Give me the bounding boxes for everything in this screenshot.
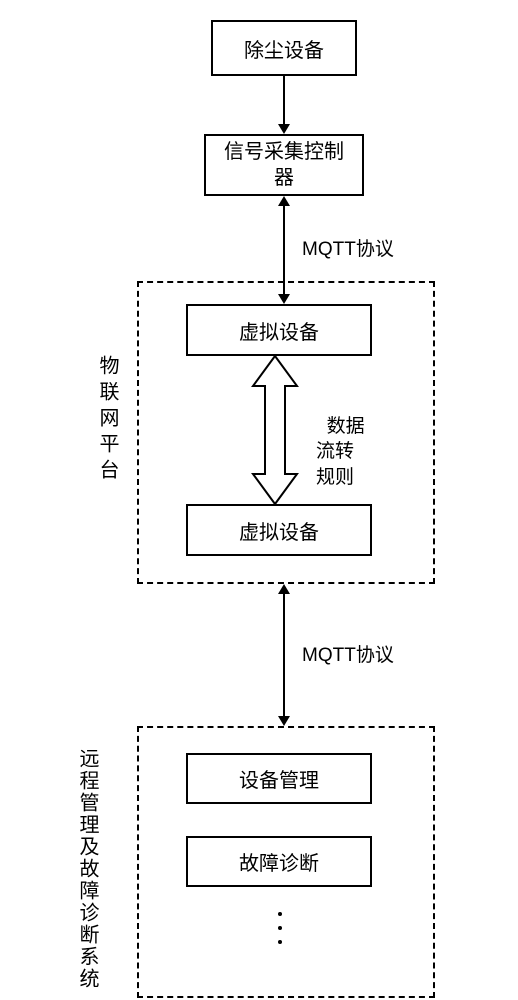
virtual-device-bottom-label: 虚拟设备 — [239, 516, 319, 545]
iot-platform-label: 物联网平台 — [93, 355, 122, 485]
signal-controller-box: 信号采集控制器 — [204, 134, 364, 196]
dataflow-arrow — [245, 356, 305, 504]
device-mgmt-box: 设备管理 — [186, 753, 372, 804]
arrow-dust-to-signal — [280, 76, 300, 134]
dust-device-box: 除尘设备 — [211, 20, 357, 76]
mqtt-label-1: MQTT协议 — [302, 234, 394, 261]
virtual-device-top-box: 虚拟设备 — [186, 304, 372, 356]
mqtt-label-2: MQTT协议 — [302, 640, 394, 667]
remote-system-label: 远程管理及故障诊断系统 — [74, 748, 126, 997]
fault-diag-box: 故障诊断 — [186, 836, 372, 887]
arrow-virtual-remote — [280, 584, 300, 726]
signal-controller-label: 信号采集控制器 — [224, 139, 344, 191]
dataflow-label: 数据流转规则 — [316, 388, 365, 491]
device-mgmt-label: 设备管理 — [239, 764, 319, 793]
fault-diag-label: 故障诊断 — [239, 847, 319, 876]
virtual-device-bottom-box: 虚拟设备 — [186, 504, 372, 556]
ellipsis-dots — [278, 912, 282, 944]
virtual-device-top-label: 虚拟设备 — [239, 316, 319, 345]
dust-device-label: 除尘设备 — [244, 34, 324, 63]
